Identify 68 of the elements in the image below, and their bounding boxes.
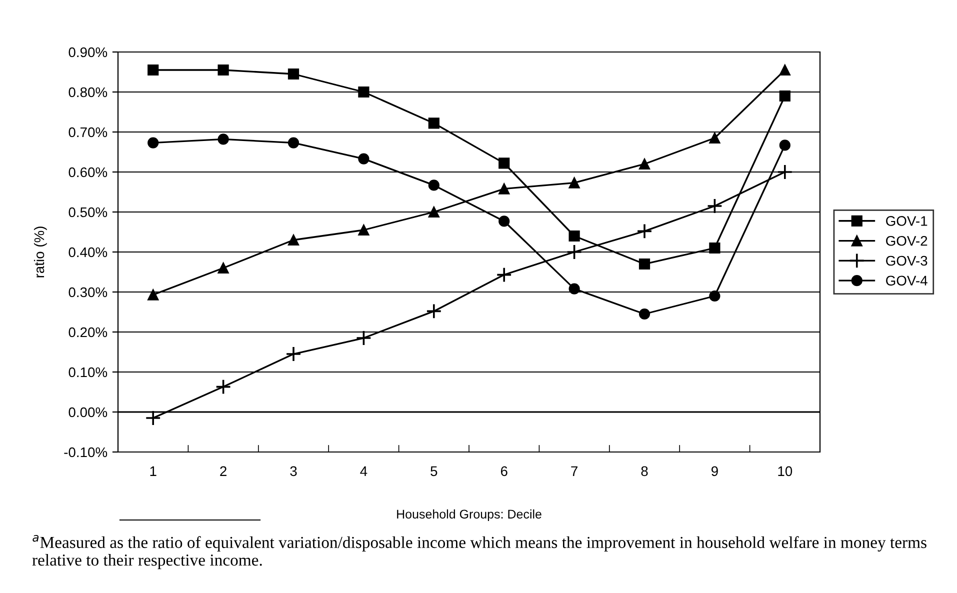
point	[709, 132, 720, 144]
point	[706, 198, 723, 214]
point	[779, 140, 790, 151]
point	[145, 410, 161, 426]
point	[148, 64, 159, 76]
point	[428, 180, 440, 191]
point	[638, 158, 650, 170]
y-tick-label: 0.20%	[68, 327, 108, 338]
legend-label: GOV-1	[886, 216, 928, 226]
y-tick-label: 0.10%	[68, 367, 108, 378]
point	[218, 64, 229, 76]
point	[288, 68, 300, 80]
y-tick-label: 0.90%	[68, 47, 108, 58]
point	[215, 378, 232, 395]
y-tick-label: 0.30%	[68, 287, 108, 298]
x-tick-label: 10	[778, 466, 792, 476]
x-tick-label: 3	[290, 466, 297, 476]
point	[426, 303, 442, 320]
point	[709, 242, 720, 254]
point	[358, 86, 370, 98]
point	[358, 153, 370, 164]
point	[498, 158, 510, 169]
x-tick-label: 9	[711, 466, 718, 476]
x-tick-label: 1	[150, 466, 156, 476]
point	[566, 244, 582, 260]
text: $^{a}$Measured as the ratio of equivalent variation/disposable income which means the improvement in household welfare in money terms relative to their respective income.	[32, 535, 926, 570]
point	[709, 290, 720, 302]
x-tick-label: 2	[220, 466, 226, 476]
x-tick-label: 5	[430, 466, 438, 476]
point	[568, 230, 580, 242]
y-tick-label: 0.60%	[68, 167, 108, 178]
point	[428, 118, 440, 129]
point	[286, 346, 302, 362]
point	[218, 262, 229, 274]
x-tick-label: 6	[500, 466, 508, 476]
point	[218, 134, 229, 145]
y-tick-label: 0.50%	[68, 207, 108, 218]
point	[358, 224, 370, 236]
point	[428, 206, 440, 218]
point	[636, 223, 652, 240]
y-tick-label: 0.70%	[68, 127, 108, 138]
point	[568, 283, 580, 294]
y-tick-label: -0.10%	[64, 447, 108, 458]
point	[498, 216, 510, 227]
point	[148, 289, 159, 300]
legend-label: GOV-3	[886, 256, 928, 266]
point	[638, 258, 650, 270]
point	[779, 64, 790, 76]
legend-label: GOV-4	[886, 276, 928, 286]
point	[779, 90, 790, 102]
y-tick-label: 0.40%	[68, 247, 108, 258]
point	[568, 177, 580, 188]
y-axis-title: ratio (%)	[34, 226, 47, 278]
point	[288, 234, 300, 246]
y-tick-label: 0.00%	[68, 407, 108, 418]
point	[777, 164, 793, 180]
point	[638, 308, 650, 320]
x-tick-label: 4	[360, 466, 368, 476]
point	[498, 183, 510, 194]
x-tick-label: 8	[641, 466, 648, 476]
point	[288, 137, 300, 148]
point	[496, 266, 512, 283]
point	[148, 137, 159, 148]
point	[356, 330, 372, 346]
x-axis-title: Household Groups: Decile	[397, 509, 542, 522]
y-tick-label: 0.80%	[68, 87, 108, 98]
legend-label: GOV-2	[886, 236, 928, 246]
x-tick-label: 7	[571, 466, 578, 476]
